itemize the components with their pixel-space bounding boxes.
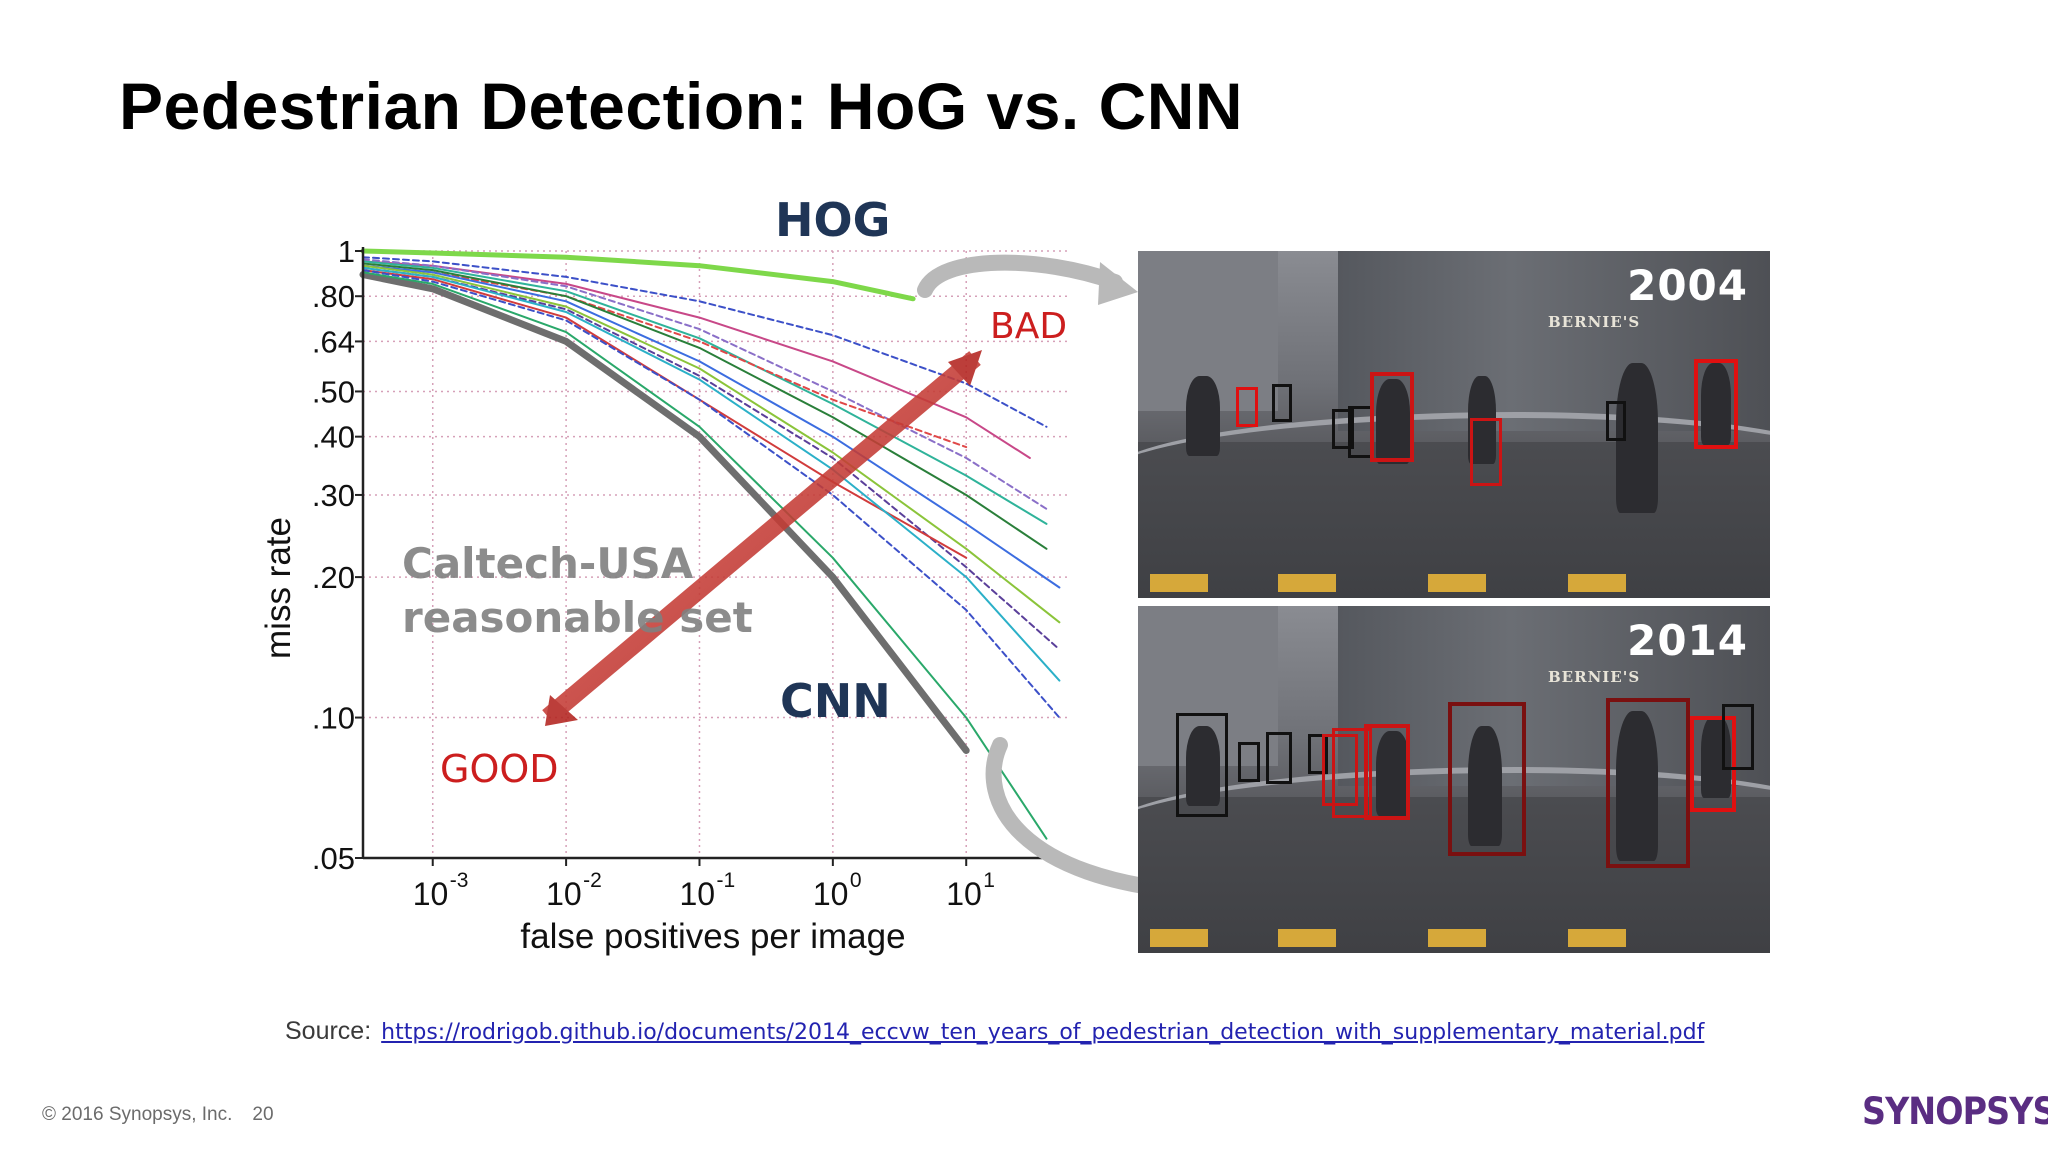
roc-curve xyxy=(360,248,916,302)
road-stripe xyxy=(1278,929,1336,947)
road-stripe xyxy=(1278,574,1336,592)
roc-curve xyxy=(359,271,970,754)
cnn-connector-arrow xyxy=(985,737,1203,900)
x-tick-exponent: -2 xyxy=(583,869,602,892)
dataset-label-line2: reasonable set xyxy=(402,593,753,642)
y-tick-label: .64 xyxy=(312,324,355,359)
cnn-label: CNN xyxy=(780,674,891,728)
hog-label: HOG xyxy=(775,193,890,247)
roc-curve xyxy=(362,260,1048,525)
detection-box xyxy=(1694,359,1738,449)
roc-curve xyxy=(362,264,968,449)
hog-connector-arrow xyxy=(917,254,1123,298)
pedestrian xyxy=(1701,363,1731,445)
detection-box xyxy=(1370,372,1414,462)
pedestrian xyxy=(1186,376,1220,456)
y-tick-label: .30 xyxy=(312,478,355,513)
road-stripe xyxy=(1568,929,1626,947)
y-tick-label: .80 xyxy=(312,279,355,314)
pedestrian xyxy=(1701,716,1731,798)
footer: © 2016 Synopsys, Inc. 20 xyxy=(42,1104,274,1126)
road-stripe xyxy=(1150,929,1208,947)
detection-box xyxy=(1272,384,1292,422)
x-tick-exponent: 0 xyxy=(850,869,862,892)
roc-curve xyxy=(362,266,1061,682)
detection-box xyxy=(1266,732,1292,784)
hog-connector-arrowhead xyxy=(1098,262,1138,305)
road-stripe xyxy=(1568,574,1626,592)
x-tick-label: 10 xyxy=(813,876,849,912)
road-stripe xyxy=(1428,929,1486,947)
detection-box xyxy=(1332,409,1354,449)
detection-box xyxy=(1322,734,1358,806)
source-link[interactable]: https://rodrigob.github.io/documents/201… xyxy=(381,1020,1705,1045)
y-tick-label: .05 xyxy=(312,841,355,876)
detection-box xyxy=(1176,713,1228,817)
curb xyxy=(1138,412,1770,538)
store-sign: BERNIE'S xyxy=(1548,668,1641,686)
x-tick-label: 10 xyxy=(679,876,715,912)
road-stripe xyxy=(1150,574,1208,592)
x-tick-exponent: -1 xyxy=(716,869,735,892)
logo-text: SYNOPSYS xyxy=(1862,1090,2048,1133)
pedestrian xyxy=(1616,711,1658,861)
detection-box xyxy=(1690,716,1736,812)
pedestrian xyxy=(1376,731,1410,816)
detection-box xyxy=(1722,704,1754,770)
bad-label: BAD xyxy=(990,306,1067,347)
detection-box xyxy=(1236,387,1258,427)
roc-curve xyxy=(362,258,1048,510)
store-sign: BERNIE'S xyxy=(1548,313,1641,331)
y-tick-label: 1 xyxy=(338,234,355,269)
pedestrian xyxy=(1376,379,1410,464)
synopsys-logo: SYNOPSYS® xyxy=(1862,1090,2048,1133)
y-axis-label: miss rate xyxy=(259,517,298,659)
year-label: 2014 xyxy=(1627,616,1748,665)
pedestrian xyxy=(1468,726,1502,846)
detection-box xyxy=(1448,702,1526,856)
x-axis-label: false positives per image xyxy=(520,917,905,956)
chart-series xyxy=(359,248,1061,840)
detection-box xyxy=(1308,734,1328,774)
detection-box xyxy=(1364,724,1410,820)
page-number: 20 xyxy=(252,1104,274,1125)
slide-title: Pedestrian Detection: HoG vs. CNN xyxy=(119,69,1244,143)
x-tick-label: 10 xyxy=(413,876,449,912)
y-tick-label: .20 xyxy=(312,560,355,595)
detection-box xyxy=(1470,418,1502,486)
source-citation: Source: https://rodrigob.github.io/docume… xyxy=(285,1017,1704,1046)
roc-curve xyxy=(362,269,968,559)
detections-2004-photo: BERNIE'S 2004 xyxy=(1138,251,1770,598)
x-tick-label: 10 xyxy=(946,876,982,912)
bad-good-arrow xyxy=(542,350,982,726)
detection-box xyxy=(1606,401,1626,441)
y-tick-label: .50 xyxy=(312,374,355,409)
good-label: GOOD xyxy=(440,747,559,791)
pedestrian xyxy=(1186,726,1220,806)
x-tick-exponent: -3 xyxy=(450,869,469,892)
roc-curve xyxy=(362,264,1061,589)
x-tick-label: 10 xyxy=(546,876,582,912)
storefront xyxy=(1338,606,1770,786)
detection-box xyxy=(1238,742,1260,782)
roc-curve xyxy=(362,271,1048,840)
x-tick-exponent: 1 xyxy=(983,869,995,892)
roc-curve xyxy=(362,262,1048,550)
detection-box xyxy=(1332,728,1372,818)
footer-copyright: © 2016 Synopsys, Inc. xyxy=(42,1104,233,1125)
curb xyxy=(1138,767,1770,893)
year-label: 2004 xyxy=(1627,261,1748,310)
source-label: Source: xyxy=(285,1017,372,1045)
detections-2014-photo: BERNIE'S 2014 xyxy=(1138,606,1770,953)
detection-box xyxy=(1606,698,1690,868)
y-tick-label: .10 xyxy=(312,701,355,736)
dataset-label-line1: Caltech-USA xyxy=(402,539,694,588)
road-stripe xyxy=(1428,574,1486,592)
y-tick-label: .40 xyxy=(312,420,355,455)
roc-curve xyxy=(362,256,1048,428)
roc-curve xyxy=(362,264,1061,624)
roc-curve xyxy=(362,269,1061,719)
